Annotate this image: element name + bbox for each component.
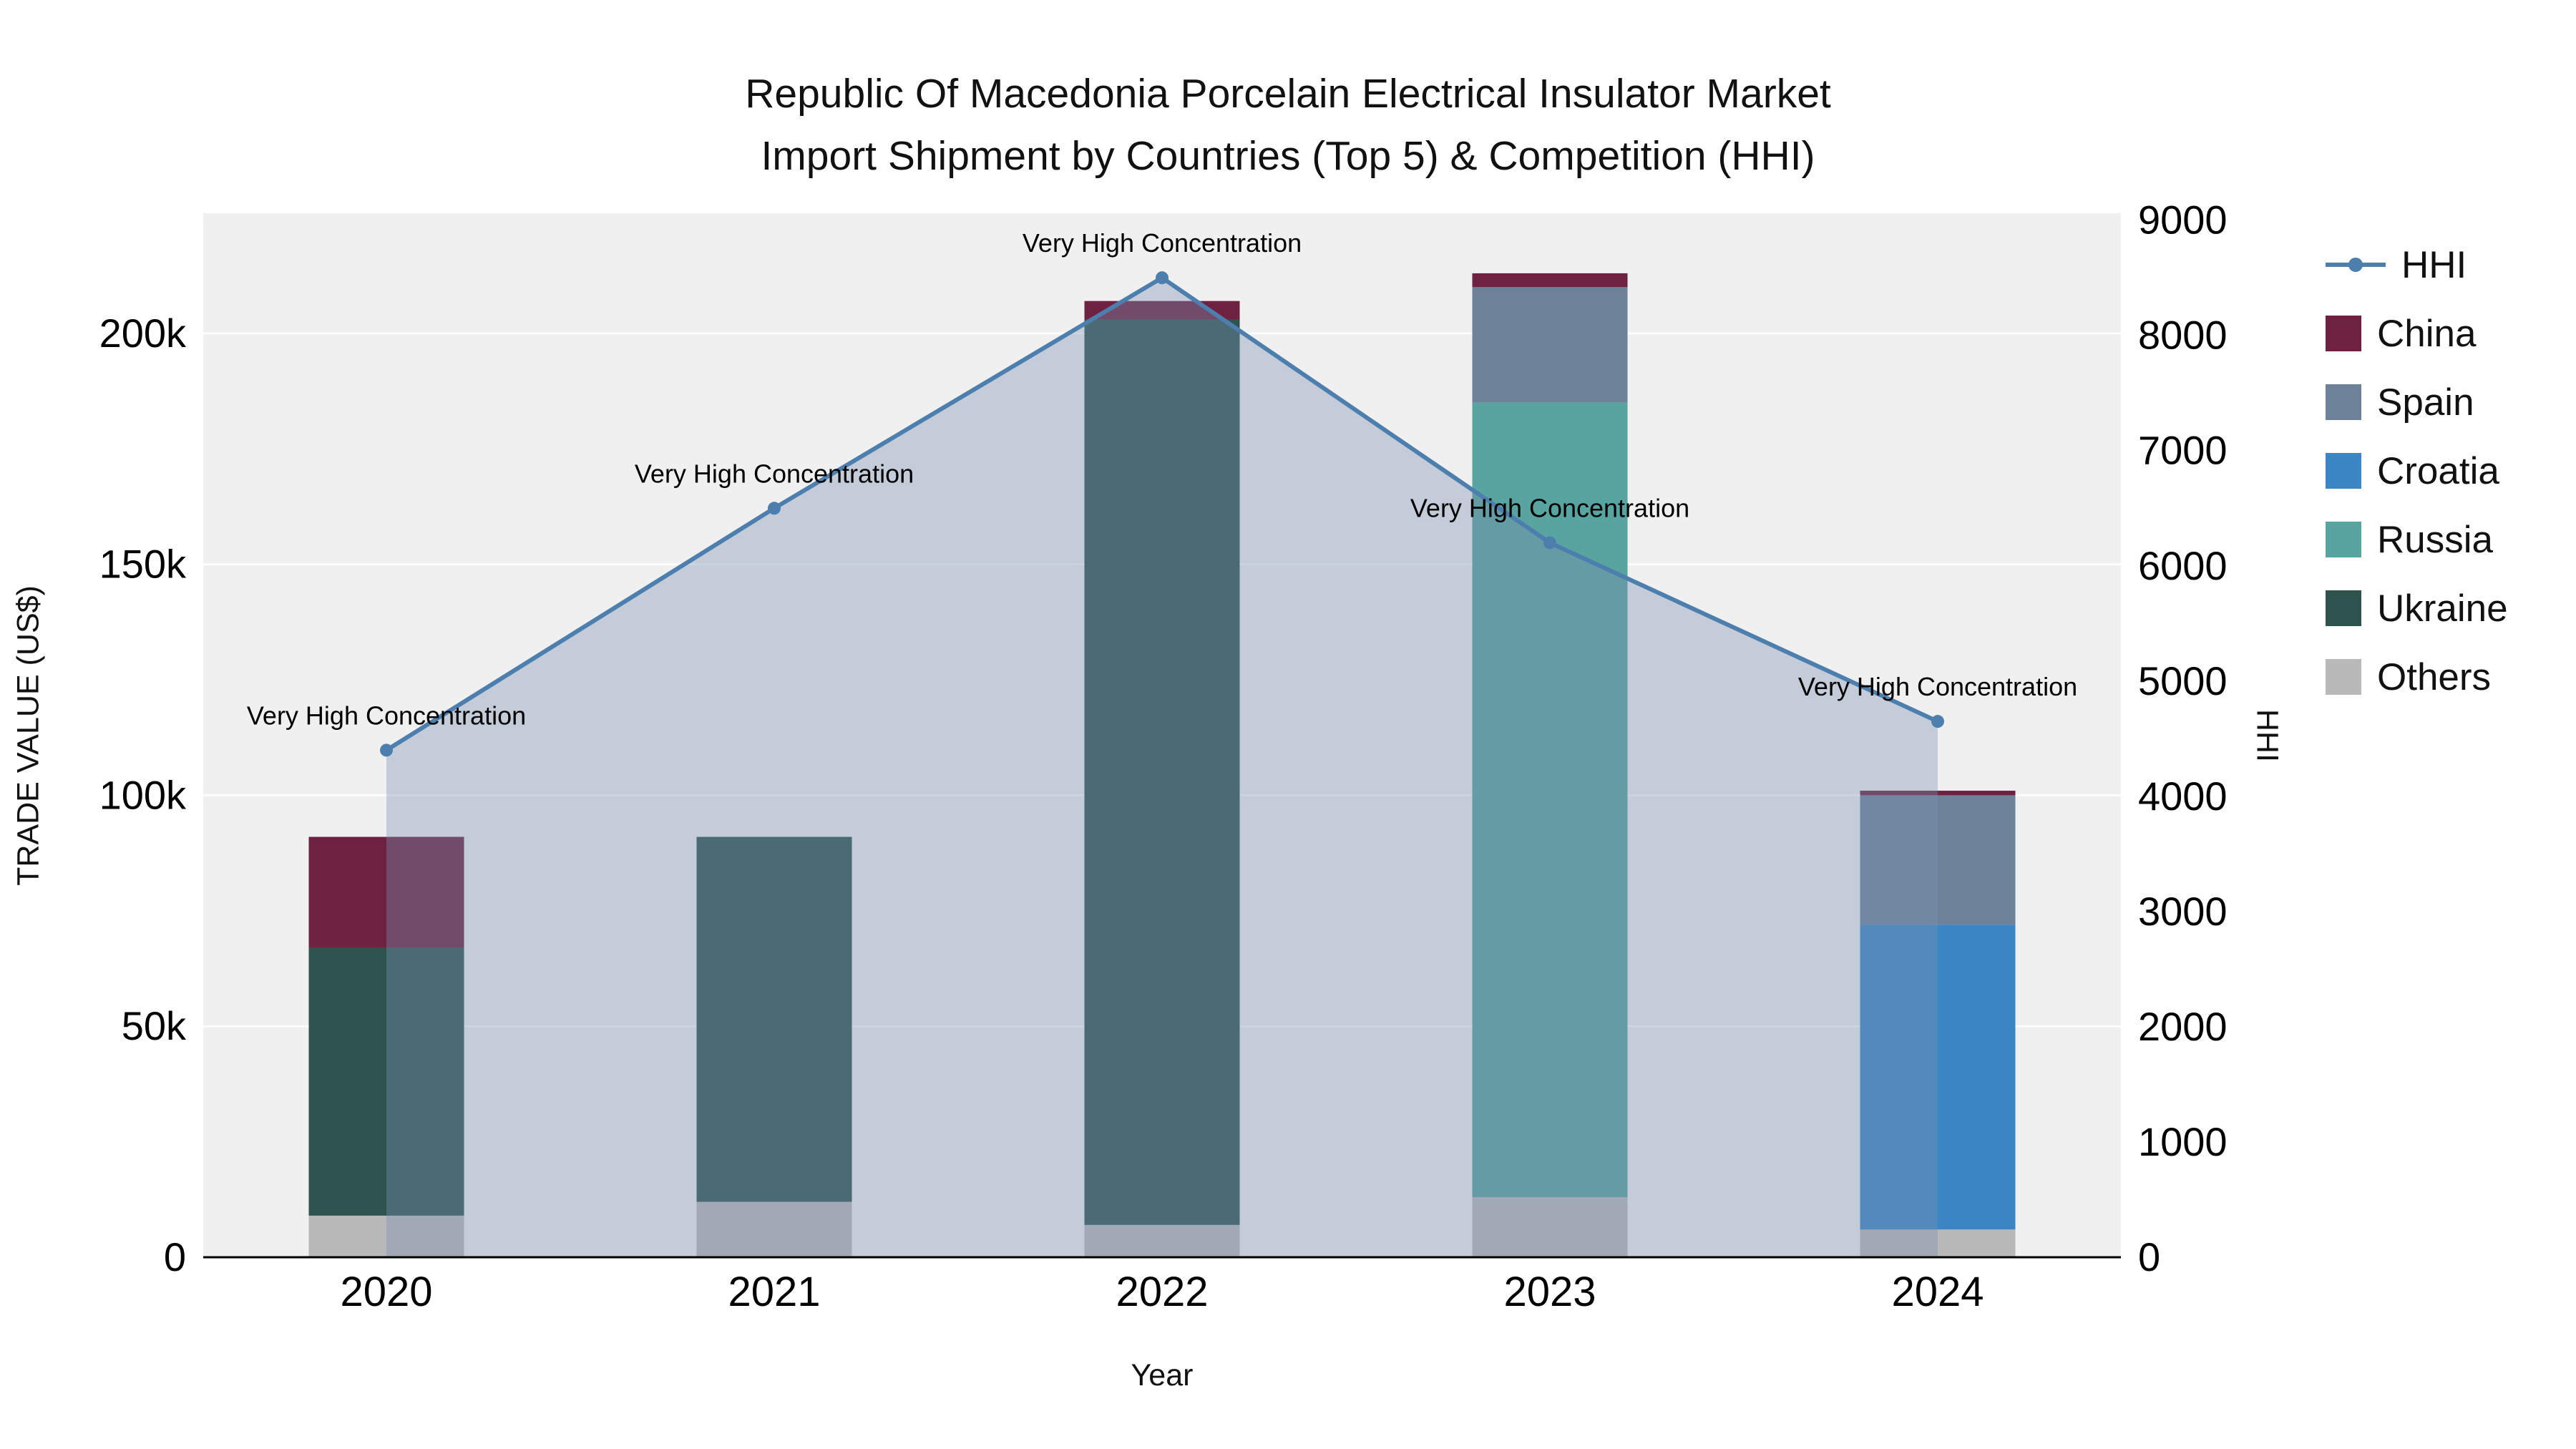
annotation-2024: Very High Concentration xyxy=(1798,672,2077,701)
y-left-tick-200k: 200k xyxy=(99,311,187,356)
y-left-tick-100k: 100k xyxy=(99,772,187,817)
legend-color-swatch xyxy=(2326,316,2361,351)
legend-label: Croatia xyxy=(2377,449,2499,492)
hhi-area-fill xyxy=(386,278,1938,1257)
bar-segment-china-2020[interactable] xyxy=(308,836,464,948)
legend-color-swatch xyxy=(2326,384,2361,420)
x-tick-2023: 2023 xyxy=(1503,1269,1596,1315)
bar-segment-spain-2023[interactable] xyxy=(1472,287,1628,403)
chart-title: Republic Of Macedonia Porcelain Electric… xyxy=(0,63,2576,187)
legend-label: HHI xyxy=(2401,243,2467,286)
bar-segment-ukraine-2022[interactable] xyxy=(1084,319,1240,1225)
legend-label: China xyxy=(2377,312,2477,355)
bar-segment-others-2021[interactable] xyxy=(696,1201,852,1257)
x-axis-title: Year xyxy=(1131,1358,1194,1392)
bar-segment-china-2024[interactable] xyxy=(1860,790,2016,796)
legend-color-swatch xyxy=(2326,659,2361,695)
bar-segment-others-2023[interactable] xyxy=(1472,1197,1628,1257)
legend-item-spain[interactable]: Spain xyxy=(2326,368,2508,436)
legend-line-marker xyxy=(2348,258,2363,272)
hhi-marker-2024[interactable] xyxy=(1931,715,1944,728)
y-right-tick-7000: 7000 xyxy=(2138,428,2228,473)
y-axis-title-left: TRADE VALUE (US$) xyxy=(11,585,46,886)
y-right-tick-1000: 1000 xyxy=(2138,1119,2228,1164)
bar-segment-spain-2024[interactable] xyxy=(1860,795,2016,925)
y-axis-title-right: HHI xyxy=(2250,708,2285,763)
y-right-tick-9000: 9000 xyxy=(2138,197,2228,243)
legend-item-others[interactable]: Others xyxy=(2326,643,2508,711)
y-right-tick-5000: 5000 xyxy=(2138,658,2228,703)
legend-item-russia[interactable]: Russia xyxy=(2326,505,2508,574)
bar-segment-china-2023[interactable] xyxy=(1472,273,1628,288)
bar-segment-ukraine-2020[interactable] xyxy=(308,947,464,1216)
hhi-marker-2022[interactable] xyxy=(1156,271,1169,285)
bar-segment-croatia-2024[interactable] xyxy=(1860,924,2016,1230)
y-left-tick-50k: 50k xyxy=(122,1003,187,1048)
annotation-2023: Very High Concentration xyxy=(1410,494,1689,523)
bar-segment-others-2024[interactable] xyxy=(1860,1229,2016,1257)
y-right-tick-0: 0 xyxy=(2138,1234,2160,1279)
legend-line-swatch xyxy=(2326,258,2386,272)
y-left-tick-150k: 150k xyxy=(99,542,187,587)
legend-label: Ukraine xyxy=(2377,587,2508,630)
bar-segment-russia-2023[interactable] xyxy=(1472,402,1628,1198)
bar-segment-others-2022[interactable] xyxy=(1084,1224,1240,1257)
annotation-2022: Very High Concentration xyxy=(1023,228,1302,258)
legend-color-swatch xyxy=(2326,522,2361,557)
legend-color-swatch xyxy=(2326,590,2361,626)
bar-segment-others-2020[interactable] xyxy=(308,1215,464,1257)
legend: HHI China Spain Croatia Russia Ukraine Others xyxy=(2326,230,2508,711)
legend-item-china[interactable]: China xyxy=(2326,299,2508,368)
legend-label: Russia xyxy=(2377,518,2494,561)
x-tick-2024: 2024 xyxy=(1891,1269,1984,1315)
annotation-2020: Very High Concentration xyxy=(247,701,526,730)
y-left-tick-0: 0 xyxy=(164,1234,186,1279)
hhi-marker-2021[interactable] xyxy=(768,502,781,515)
legend-label: Spain xyxy=(2377,381,2474,424)
hhi-marker-2020[interactable] xyxy=(380,743,393,757)
legend-item-ukraine[interactable]: Ukraine xyxy=(2326,574,2508,643)
x-tick-2021: 2021 xyxy=(728,1269,820,1315)
bar-segment-ukraine-2021[interactable] xyxy=(696,836,852,1202)
legend-color-swatch xyxy=(2326,453,2361,489)
hhi-marker-2023[interactable] xyxy=(1543,536,1556,550)
y-right-tick-4000: 4000 xyxy=(2138,774,2228,819)
x-tick-2020: 2020 xyxy=(340,1269,432,1315)
y-right-tick-6000: 6000 xyxy=(2138,543,2228,588)
annotation-2021: Very High Concentration xyxy=(635,459,914,488)
chart-title-line2: Import Shipment by Countries (Top 5) & C… xyxy=(761,132,1815,179)
x-tick-2022: 2022 xyxy=(1116,1269,1208,1315)
y-right-tick-2000: 2000 xyxy=(2138,1004,2228,1049)
legend-item-hhi[interactable]: HHI xyxy=(2326,230,2508,299)
y-right-tick-8000: 8000 xyxy=(2138,313,2228,358)
y-right-tick-3000: 3000 xyxy=(2138,889,2228,934)
legend-item-croatia[interactable]: Croatia xyxy=(2326,436,2508,505)
chart-title-line1: Republic Of Macedonia Porcelain Electric… xyxy=(745,71,1831,117)
legend-label: Others xyxy=(2377,655,2492,698)
